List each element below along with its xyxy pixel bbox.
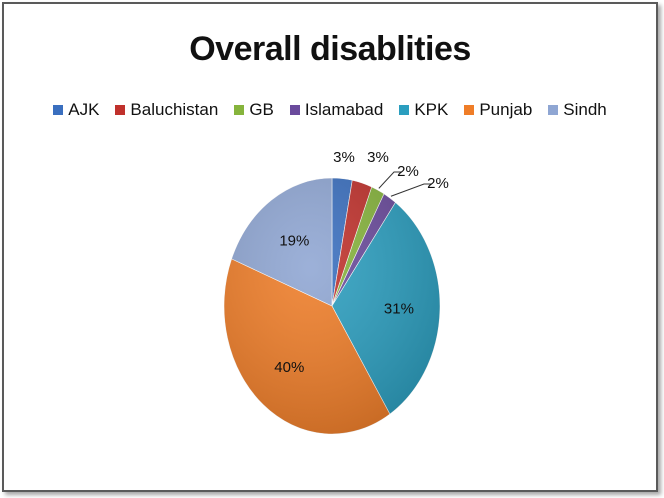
legend-item-kpk: KPK bbox=[399, 100, 448, 120]
legend-swatch bbox=[548, 105, 559, 115]
leader-line bbox=[390, 183, 432, 197]
legend-label: Islamabad bbox=[304, 100, 384, 119]
legend-label: KPK bbox=[414, 100, 449, 119]
chart-title: Overall disablities bbox=[189, 30, 471, 68]
legend-swatch bbox=[115, 105, 126, 115]
data-label-ajk: 3% bbox=[333, 149, 355, 166]
legend-label: Punjab bbox=[479, 100, 533, 119]
legend-label: AJK bbox=[68, 100, 100, 119]
legend-item-ajk: AJK bbox=[53, 100, 99, 120]
legend-swatch bbox=[464, 105, 475, 115]
leader-line bbox=[378, 171, 402, 189]
legend-label: Baluchistan bbox=[130, 100, 219, 119]
legend-item-punjab: Punjab bbox=[464, 100, 532, 120]
data-label-kpk: 31% bbox=[384, 300, 414, 317]
legend-item-sindh: Sindh bbox=[548, 100, 607, 120]
legend-swatch bbox=[234, 105, 245, 115]
legend-item-baluchistan: Baluchistan bbox=[115, 100, 218, 120]
legend-swatch bbox=[53, 105, 64, 115]
data-label-sindh: 19% bbox=[279, 232, 309, 249]
legend-swatch bbox=[289, 105, 300, 115]
chart-legend: AJK Baluchistan GB Islamabad KPK Punjab Sindh bbox=[4, 100, 656, 120]
legend-item-gb: GB bbox=[234, 100, 274, 120]
legend-label: GB bbox=[249, 100, 274, 119]
data-label-islamabad: 2% bbox=[427, 175, 449, 192]
legend-item-islamabad: Islamabad bbox=[289, 100, 384, 120]
legend-label: Sindh bbox=[563, 100, 607, 119]
data-label-baluchistan: 3% bbox=[367, 149, 389, 166]
data-label-gb: 2% bbox=[397, 163, 419, 180]
data-label-punjab: 40% bbox=[274, 359, 304, 376]
legend-swatch bbox=[399, 105, 410, 115]
